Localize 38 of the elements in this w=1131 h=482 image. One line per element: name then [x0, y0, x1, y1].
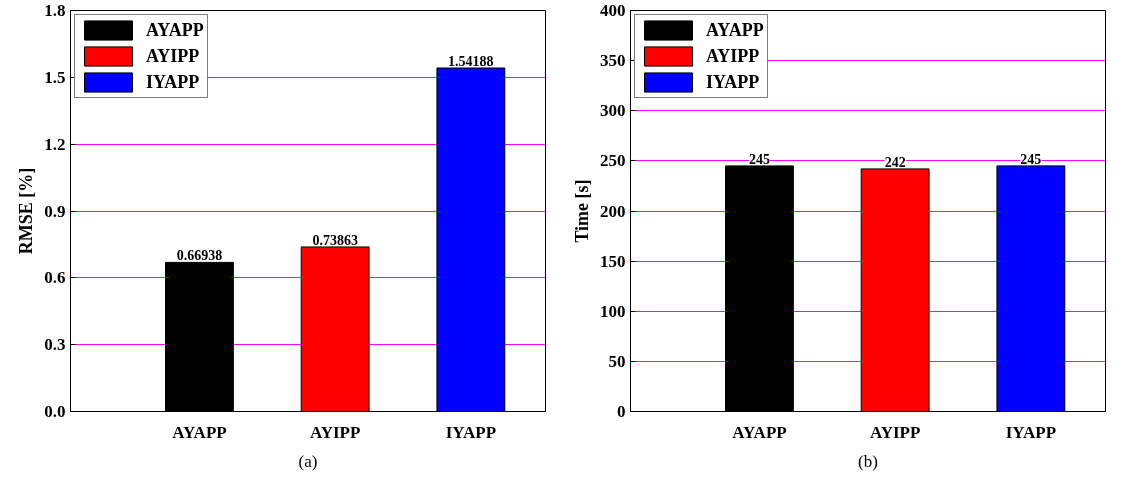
- y-tick-label: 0.0: [44, 402, 66, 421]
- x-tick-label: IYAPP: [1005, 422, 1057, 442]
- text: (a): [298, 451, 318, 471]
- y-axis-title: Time [s]: [572, 179, 592, 243]
- y-tick-label: 0.6: [44, 268, 66, 288]
- legend-label: AYAPP: [706, 19, 764, 41]
- y-axis-title: RMSE [%]: [16, 167, 37, 255]
- legend-label: IYAPP: [706, 71, 760, 93]
- y-tick-label: 150: [600, 251, 626, 271]
- y-tick-label: 1.2: [44, 134, 66, 154]
- y-tick-label: 50: [608, 351, 626, 371]
- x-tick-label: AYIPP: [869, 422, 921, 442]
- x-tick-label: AYIPP: [309, 422, 361, 442]
- legend-label: IYAPP: [146, 71, 200, 93]
- legend-label: AYIPP: [706, 45, 760, 67]
- data-label: 245: [748, 151, 770, 167]
- legend-label: AYIPP: [146, 45, 200, 67]
- y-tick-label: 100: [600, 301, 626, 321]
- y-tick-label: 300: [600, 101, 626, 121]
- text: (b): [858, 451, 878, 471]
- data-label: 0.73863: [312, 232, 358, 248]
- y-tick-label: 1.5: [44, 67, 66, 87]
- y-tick-label: 1.8: [44, 1, 66, 20]
- y-tick-label: 0.9: [44, 201, 66, 221]
- data-label: 0.66938: [176, 248, 223, 264]
- legend-label: AYAPP: [146, 19, 204, 41]
- y-tick-label: 0: [617, 402, 626, 421]
- data-label: 242: [884, 154, 906, 170]
- x-tick-label: AYAPP: [172, 422, 227, 442]
- y-tick-label: 400: [600, 1, 626, 20]
- y-tick-label: 250: [600, 151, 626, 171]
- y-tick-label: 200: [600, 201, 626, 221]
- data-label: 1.54188: [448, 54, 494, 69]
- y-tick-label: 350: [600, 51, 626, 71]
- x-tick-label: AYAPP: [732, 422, 787, 442]
- y-tick-label: 0.3: [44, 335, 66, 355]
- x-tick-label: IYAPP: [445, 422, 497, 442]
- data-label: 245: [1020, 151, 1042, 167]
